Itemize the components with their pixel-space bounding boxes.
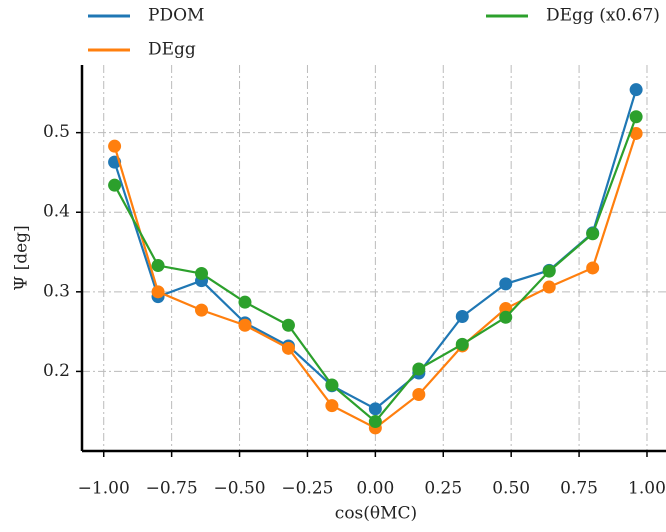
point (412, 387, 426, 401)
point (629, 83, 643, 97)
x-tick-label: 0.25 (424, 479, 462, 499)
point (412, 362, 426, 376)
x-axis-label: cos(θMC) (335, 504, 417, 524)
x-tick-label: 0.00 (356, 479, 394, 499)
y-tick-label: 0.3 (43, 281, 70, 301)
x-tick-label: 0.75 (560, 479, 598, 499)
point (629, 126, 643, 140)
point (195, 267, 209, 281)
point (629, 110, 643, 124)
y-tick-label: 0.4 (43, 202, 70, 222)
point (586, 227, 600, 241)
point (151, 259, 165, 273)
point (499, 310, 513, 324)
y-axis-label: Ψ [deg] (12, 225, 32, 290)
point (108, 178, 122, 192)
x-tick-label: −0.75 (146, 479, 198, 499)
point (108, 139, 122, 153)
y-tick-label: 0.2 (43, 361, 70, 381)
legend-label: DEgg (x0.67) (546, 6, 660, 26)
point (586, 261, 600, 275)
legend-label: DEgg (148, 40, 196, 60)
point (542, 264, 556, 278)
point (542, 280, 556, 294)
legend-label: PDOM (148, 6, 204, 26)
point (499, 277, 513, 291)
point (325, 378, 339, 392)
point (238, 318, 252, 332)
point (281, 341, 295, 355)
point (368, 415, 382, 429)
x-tick-label: −0.50 (213, 479, 265, 499)
x-tick-label: 0.50 (492, 479, 530, 499)
point (455, 309, 469, 323)
point (455, 337, 469, 351)
y-tick-label: 0.5 (43, 122, 70, 142)
x-tick-label: 1.00 (628, 479, 666, 499)
point (368, 402, 382, 416)
point (151, 285, 165, 299)
point (325, 399, 339, 413)
point (238, 295, 252, 309)
point (281, 318, 295, 332)
x-tick-label: −1.00 (78, 479, 130, 499)
point (195, 303, 209, 317)
x-tick-label: −0.25 (281, 479, 333, 499)
